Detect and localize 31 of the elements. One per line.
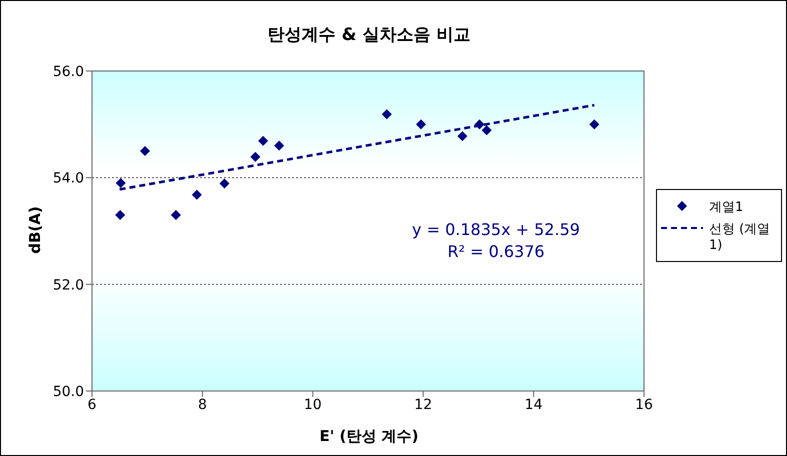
x-tick-label: 8 xyxy=(198,396,207,413)
annotation: y = 0.1835x + 52.59 xyxy=(411,219,581,241)
x-tick-label: 10 xyxy=(304,396,322,413)
chart-title: 탄성계수 & 실차소음 비교 xyxy=(266,24,472,46)
y-tick-label: 50.0 xyxy=(52,384,84,400)
y-tick-label: 52.0 xyxy=(52,277,84,294)
point xyxy=(382,109,392,120)
y-axis-title: dB(A) xyxy=(26,205,44,256)
point xyxy=(170,210,181,220)
y-tick-label: 56.0 xyxy=(52,64,84,80)
point xyxy=(416,119,426,130)
point xyxy=(258,136,268,146)
point xyxy=(116,178,126,188)
point xyxy=(140,146,150,156)
x-axis-title: E' (탄성 계수) xyxy=(318,427,420,446)
x-tick-label: 12 xyxy=(414,396,432,413)
point xyxy=(457,131,468,142)
x-tick-label: 14 xyxy=(524,396,543,413)
point xyxy=(589,119,600,130)
y-tick-label: 54.0 xyxy=(52,170,84,187)
point xyxy=(482,125,492,136)
point xyxy=(115,210,126,220)
legend-label: 선형 (계열1) xyxy=(709,221,771,253)
x-tick-label: 6 xyxy=(88,396,97,413)
point xyxy=(250,152,260,162)
x-tick-label: 16 xyxy=(635,396,653,413)
point xyxy=(219,178,230,189)
point xyxy=(274,140,284,151)
point xyxy=(192,190,202,200)
legend-label: 계열1 xyxy=(709,199,744,216)
annotation: R² = 0.6376 xyxy=(446,241,546,263)
